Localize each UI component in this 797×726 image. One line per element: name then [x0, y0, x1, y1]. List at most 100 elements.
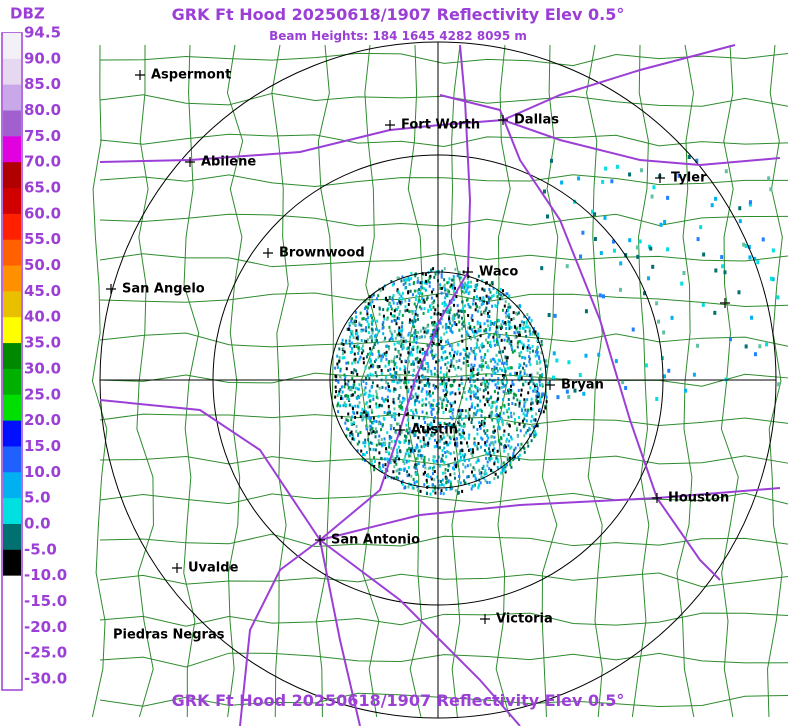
- colorbar-segment: [3, 188, 21, 215]
- echo-pixel: [432, 398, 435, 402]
- echo-pixel: [518, 326, 521, 330]
- echo-pixel: [496, 318, 499, 322]
- echo-pixel: [417, 449, 420, 453]
- echo-pixel: [503, 403, 506, 407]
- echo-pixel: [381, 354, 384, 358]
- echo-pixel: [463, 481, 466, 485]
- echo-pixel: [486, 349, 489, 353]
- echo-pixel: [403, 397, 406, 401]
- echo-pixel: [435, 459, 438, 463]
- echo-pixel: [484, 327, 487, 331]
- echo-pixel: [399, 404, 402, 408]
- echo-pixel: [426, 480, 429, 484]
- echo-pixel: [394, 387, 397, 391]
- echo-pixel: [441, 399, 444, 403]
- echo-pixel: [529, 363, 532, 367]
- echo-pixel: [453, 303, 456, 307]
- legend-label: 50.0: [24, 256, 61, 274]
- echo-pixel: [498, 319, 501, 323]
- echo-pixel: [441, 358, 444, 362]
- echo-pixel: [357, 405, 360, 409]
- echo-pixel: [356, 387, 359, 391]
- echo-pixel: [472, 484, 475, 488]
- echo-pixel: [416, 423, 419, 427]
- echo-pixel: [500, 338, 503, 342]
- echo-pixel: [442, 373, 445, 377]
- echo-pixel: [452, 414, 455, 418]
- echo-pixel: [345, 434, 348, 438]
- echo-pixel: [457, 309, 460, 313]
- echo-pixel: [375, 389, 378, 393]
- echo-pixel: [439, 435, 442, 439]
- echo-pixel: [408, 320, 411, 324]
- echo-pixel: [387, 404, 390, 408]
- echo-pixel: [358, 401, 361, 405]
- echo-pixel: [478, 306, 481, 310]
- echo-pixel: [482, 364, 485, 368]
- echo-pixel: [522, 346, 525, 350]
- echo-pixel: [514, 311, 517, 315]
- echo-pixel: [513, 349, 516, 353]
- echo-pixel: [480, 436, 483, 440]
- echo-pixel: [359, 412, 362, 416]
- echo-pixel: [478, 424, 481, 428]
- echo-pixel: [535, 396, 538, 400]
- echo-pixel: [486, 301, 489, 305]
- echo-pixel: [442, 398, 445, 402]
- echo-pixel: [363, 300, 366, 304]
- county-line: [99, 213, 789, 227]
- echo-pixel: [451, 286, 454, 290]
- echo-pixel: [507, 302, 510, 306]
- echo-pixel: [416, 276, 419, 280]
- echo-pixel: [536, 351, 539, 355]
- echo-pixel: [756, 260, 760, 265]
- echo-pixel: [423, 483, 426, 487]
- echo-pixel: [466, 332, 469, 336]
- echo-pixel: [538, 383, 541, 387]
- echo-pixel: [441, 406, 444, 410]
- echo-pixel: [508, 294, 511, 298]
- echo-pixel: [535, 398, 538, 402]
- echo-pixel: [484, 384, 487, 388]
- echo-pixel: [534, 350, 537, 354]
- echo-pixel: [457, 491, 460, 495]
- county-line: [99, 572, 789, 588]
- echo-pixel: [518, 351, 521, 355]
- echo-pixel: [530, 319, 533, 323]
- echo-pixel: [513, 412, 516, 416]
- echo-pixel: [366, 309, 369, 313]
- echo-pixel: [480, 471, 483, 475]
- echo-pixel: [553, 313, 557, 318]
- colorbar-segment: [3, 136, 21, 163]
- echo-pixel: [369, 357, 372, 361]
- echo-pixel: [388, 437, 391, 441]
- echo-pixel: [432, 329, 435, 333]
- echo-pixel: [353, 437, 356, 441]
- echo-pixel: [394, 412, 397, 416]
- county-line: [360, 44, 380, 718]
- echo-pixel: [505, 356, 508, 360]
- echo-pixel: [424, 367, 427, 371]
- echo-pixel: [436, 373, 439, 377]
- echo-pixel: [362, 417, 365, 421]
- echo-pixel: [400, 335, 403, 339]
- echo-pixel: [443, 446, 446, 450]
- echo-pixel: [433, 420, 436, 424]
- echo-pixel: [479, 481, 482, 485]
- echo-pixel: [533, 332, 536, 336]
- echo-pixel: [484, 441, 487, 445]
- echo-pixel: [455, 374, 458, 378]
- echo-pixel: [427, 484, 430, 488]
- echo-pixel: [447, 443, 450, 447]
- echo-pixel: [521, 419, 524, 423]
- echo-pixel: [460, 377, 463, 381]
- echo-pixel: [520, 341, 523, 345]
- echo-pixel: [502, 467, 505, 471]
- echo-pixel: [502, 376, 505, 380]
- echo-pixel: [434, 438, 437, 442]
- echo-pixel: [525, 413, 528, 417]
- echo-pixel: [470, 328, 473, 332]
- echo-pixel: [424, 273, 427, 277]
- echo-pixel: [396, 288, 399, 292]
